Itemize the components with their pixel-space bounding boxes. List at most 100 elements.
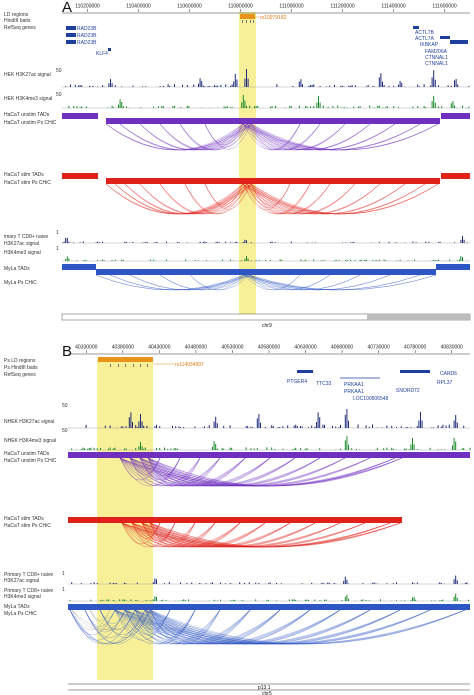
- signal-bar: [199, 78, 201, 87]
- scale-tcell-b-2: 1: [62, 587, 65, 593]
- chic-arc: [139, 457, 221, 487]
- chic-arc: [121, 522, 401, 548]
- signal-bar: [412, 241, 414, 243]
- signal-bar: [415, 599, 417, 601]
- signal-bar: [448, 424, 450, 428]
- signal-bar: [434, 102, 436, 108]
- chic-arc: [131, 522, 366, 548]
- signal-bar: [162, 85, 164, 87]
- signal-bar: [162, 599, 164, 601]
- signal-bar: [73, 106, 75, 108]
- chic-arc: [134, 609, 466, 645]
- signal-bar: [218, 242, 220, 243]
- signal-bar: [365, 600, 367, 601]
- signal-bar: [333, 583, 335, 584]
- signal-bar: [324, 424, 325, 428]
- signal-bar: [202, 85, 204, 87]
- signal-bar: [221, 448, 223, 450]
- signal-bar: [391, 425, 393, 428]
- chic-arc: [147, 457, 221, 487]
- signal-bar: [322, 105, 324, 108]
- signal-bar: [270, 260, 271, 261]
- chic-arc: [119, 457, 403, 487]
- signal-bar: [369, 105, 371, 108]
- chic-arc: [131, 522, 176, 547]
- signal-bar: [199, 241, 201, 243]
- chic-arc: [84, 609, 151, 645]
- signal-bar: [230, 259, 231, 261]
- track-label-tcell-a-3: H3K4me3 signal: [4, 250, 41, 256]
- ld-region-b: [98, 357, 153, 362]
- chic-arc: [147, 457, 181, 476]
- signal-h3k4me3-b: [71, 436, 471, 450]
- gene-ttc33: TTC33: [316, 381, 332, 387]
- signal-bar: [120, 426, 122, 428]
- signal-bar: [466, 242, 468, 243]
- track-label-stim-chic-a: HaCaT stim Ps CHiC: [4, 180, 51, 186]
- signal-bar: [351, 242, 353, 243]
- signal-bar: [258, 583, 260, 584]
- signal-bar: [125, 583, 127, 584]
- signal-bar: [453, 437, 455, 450]
- signal-bar: [314, 242, 316, 243]
- signal-h3k27ac-a: [65, 69, 470, 87]
- chic-arc: [159, 123, 252, 151]
- signal-bar: [69, 600, 71, 601]
- gene-rad23b-3: RAD23B: [77, 40, 97, 46]
- chic-arc: [119, 457, 296, 487]
- signal-bar: [396, 427, 397, 428]
- chic-arc: [250, 123, 396, 151]
- chic-arc: [129, 457, 371, 487]
- signal-bar: [220, 84, 222, 87]
- chic-arc: [139, 457, 296, 487]
- signal-bar: [231, 447, 233, 450]
- signal-bar: [86, 106, 87, 108]
- signal-bar: [372, 85, 374, 87]
- signal-bar: [452, 101, 454, 108]
- signal-bar: [212, 446, 213, 450]
- signal-bar: [93, 582, 95, 584]
- signal-bar: [462, 257, 463, 261]
- signal-tcell-k4-b: [69, 593, 469, 601]
- signal-bar: [416, 449, 418, 450]
- track-label-unstim-tads-b: HaCaT unstim TADs: [4, 451, 50, 457]
- chic-arc: [114, 609, 341, 645]
- signal-bar: [132, 85, 134, 87]
- signal-bar: [144, 447, 146, 450]
- signal-bar: [440, 582, 442, 584]
- signal-bar: [318, 96, 319, 108]
- signal-bar: [322, 424, 324, 428]
- signal-bar: [300, 426, 301, 428]
- chic-arc: [84, 609, 116, 627]
- panel-b-letter: B: [62, 343, 72, 360]
- signal-bar: [462, 105, 463, 108]
- signal-bar: [455, 79, 457, 87]
- signal-bar: [412, 438, 413, 450]
- signal-bar: [372, 260, 374, 261]
- ruler-b-tick-label: 40330000: [75, 345, 97, 351]
- chic-arcs-myla-a: [95, 274, 437, 291]
- signal-bar: [225, 84, 227, 87]
- chic-arc: [119, 457, 221, 487]
- tad-myla-a-2: [96, 269, 436, 275]
- signal-bar: [399, 80, 401, 87]
- signal-bar: [145, 242, 147, 243]
- signal-bar: [125, 426, 127, 428]
- signal-bar: [305, 105, 307, 108]
- chic-arc: [124, 609, 466, 645]
- signal-bar: [140, 414, 141, 428]
- signal-bar: [246, 105, 247, 108]
- chic-arc: [141, 522, 291, 548]
- signal-bar: [455, 575, 457, 584]
- chic-arc: [134, 609, 171, 630]
- signal-bar: [466, 582, 468, 584]
- signal-bar: [378, 105, 380, 108]
- signal-bar: [233, 260, 235, 261]
- signal-bar: [311, 84, 313, 87]
- chic-arc: [144, 609, 281, 645]
- signal-bar: [376, 447, 378, 450]
- signal-bar: [114, 583, 116, 584]
- chic-arcs-myla-b: [69, 609, 466, 645]
- signal-bar: [293, 425, 295, 428]
- signal-bar: [68, 258, 70, 261]
